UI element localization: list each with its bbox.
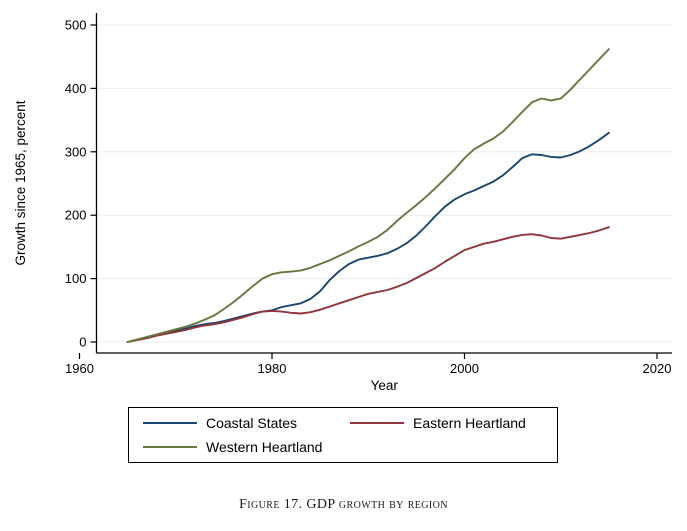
y-tick-label-500: 500: [65, 18, 87, 33]
x-tick-label-2020: 2020: [643, 361, 672, 376]
x-tick-label-1960: 1960: [65, 361, 94, 376]
y-tick-label-100: 100: [65, 271, 87, 286]
y-tick-label-200: 200: [65, 208, 87, 223]
legend-line-sample: [350, 422, 404, 424]
figure-caption: Figure 17. GDP growth by region: [239, 497, 448, 512]
y-axis-title: Growth since 1965, percent: [13, 100, 28, 265]
y-tick-label-300: 300: [65, 144, 87, 159]
chart-legend: Coastal States Eastern Heartland Western…: [128, 407, 558, 463]
legend-item-coastal-states: Coastal States: [143, 415, 350, 431]
series-line-coastal-states: [126, 131, 610, 343]
y-tick-label-400: 400: [65, 81, 87, 96]
series-line-western-heartland: [126, 48, 610, 343]
y-tick-label-0: 0: [79, 335, 86, 350]
legend-line-sample: [143, 446, 197, 448]
line-chart: 0 100 200 300 400 500 1960 1980 2000 2020 Year Grow…: [13, 13, 672, 393]
legend-item-western-heartland: Western Heartland: [143, 439, 350, 455]
x-axis-title: Year: [371, 378, 399, 393]
legend-line-sample: [143, 422, 197, 424]
legend-label: Eastern Heartland: [413, 415, 526, 431]
legend-label: Western Heartland: [206, 439, 323, 455]
x-tick-label-2000: 2000: [450, 361, 479, 376]
legend-label: Coastal States: [206, 415, 298, 431]
series-line-eastern-heartland: [126, 226, 610, 343]
legend-item-eastern-heartland: Eastern Heartland: [350, 415, 557, 431]
x-tick-label-1980: 1980: [258, 361, 287, 376]
